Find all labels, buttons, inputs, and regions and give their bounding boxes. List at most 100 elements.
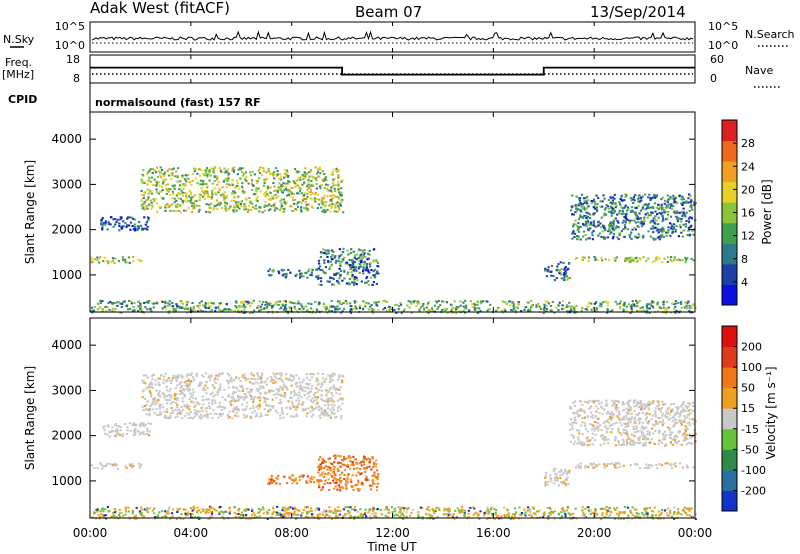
echo-cell bbox=[300, 474, 303, 477]
echo-cell bbox=[226, 208, 229, 211]
echo-cell bbox=[338, 454, 341, 457]
echo-cell bbox=[111, 307, 114, 310]
echo-cell bbox=[297, 176, 300, 179]
echo-cell bbox=[330, 386, 333, 389]
echo-cell bbox=[355, 276, 358, 279]
echo-cell bbox=[512, 305, 515, 308]
echo-cell bbox=[276, 378, 280, 381]
echo-cell bbox=[568, 469, 571, 472]
echo-cell bbox=[508, 300, 512, 303]
echo-cell bbox=[251, 184, 254, 186]
echo-cell bbox=[572, 231, 575, 234]
echo-cell bbox=[675, 406, 678, 409]
echo-cell bbox=[640, 409, 643, 412]
echo-cell bbox=[166, 402, 169, 405]
echo-cell bbox=[617, 417, 620, 420]
echo-cell bbox=[137, 225, 140, 228]
echo-cell bbox=[633, 410, 636, 413]
echo-cell bbox=[579, 441, 582, 444]
echo-cell bbox=[689, 418, 692, 420]
echo-cell bbox=[369, 265, 372, 268]
echo-cell bbox=[233, 205, 236, 208]
echo-cell bbox=[157, 381, 160, 384]
echo-cell bbox=[652, 207, 655, 210]
echo-cell bbox=[141, 207, 144, 210]
echo-cell bbox=[239, 200, 242, 203]
echo-cell bbox=[367, 308, 370, 311]
echo-cell bbox=[577, 218, 581, 221]
echo-cell bbox=[681, 212, 684, 215]
echo-cell bbox=[673, 223, 676, 226]
echo-cell bbox=[312, 399, 316, 402]
echo-cell bbox=[93, 467, 96, 470]
echo-cell bbox=[226, 171, 229, 174]
echo-cell bbox=[182, 393, 185, 396]
echo-cell bbox=[582, 223, 585, 226]
echo-cell bbox=[330, 411, 333, 414]
echo-cell bbox=[166, 389, 169, 392]
echo-cell bbox=[150, 381, 153, 384]
echo-cell bbox=[644, 436, 647, 439]
echo-cell bbox=[554, 468, 557, 471]
echo-cell bbox=[670, 403, 673, 406]
echo-cell bbox=[681, 259, 684, 262]
echo-cell bbox=[299, 178, 302, 181]
echo-cell bbox=[142, 374, 145, 377]
echo-cell bbox=[105, 259, 108, 262]
echo-cell bbox=[202, 388, 205, 391]
echo-cell bbox=[362, 266, 365, 269]
echo-cell bbox=[225, 177, 228, 180]
echo-cell bbox=[565, 478, 568, 481]
echo-cell bbox=[645, 259, 648, 262]
echo-cell bbox=[669, 234, 672, 237]
echo-cell bbox=[329, 462, 332, 465]
echo-cell bbox=[337, 257, 341, 260]
echo-cell bbox=[374, 475, 377, 478]
echo-cell bbox=[668, 203, 671, 206]
echo-cell bbox=[333, 481, 336, 484]
echo-cell bbox=[687, 217, 690, 220]
echo-cell bbox=[293, 186, 296, 189]
echo-cell bbox=[368, 484, 372, 487]
echo-cell bbox=[101, 226, 104, 229]
echo-cell bbox=[146, 183, 149, 186]
echo-cell bbox=[543, 306, 546, 309]
echo-cell bbox=[334, 455, 337, 458]
echo-cell bbox=[154, 397, 157, 399]
echo-cell bbox=[455, 311, 458, 314]
echo-cell bbox=[260, 374, 264, 377]
echo-cell bbox=[142, 181, 145, 184]
echo-cell bbox=[509, 304, 512, 307]
echo-cell bbox=[632, 428, 635, 431]
echo-cell bbox=[681, 407, 685, 410]
echo-cell bbox=[617, 401, 620, 404]
echo-cell bbox=[372, 274, 375, 277]
echo-cell bbox=[90, 259, 93, 262]
echo-cell bbox=[284, 202, 287, 205]
echo-cell bbox=[611, 309, 614, 312]
echo-cell bbox=[271, 311, 274, 314]
echo-cell bbox=[684, 428, 687, 431]
echo-cell bbox=[173, 209, 176, 212]
echo-cell bbox=[192, 379, 195, 382]
echo-cell bbox=[562, 273, 565, 276]
echo-cell bbox=[360, 259, 363, 262]
echo-cell bbox=[629, 261, 632, 264]
echo-cell bbox=[543, 303, 546, 306]
echo-cell bbox=[664, 444, 667, 447]
echo-cell bbox=[279, 399, 282, 401]
echo-cell bbox=[321, 486, 325, 489]
echo-cell bbox=[671, 232, 674, 234]
echo-cell bbox=[265, 403, 268, 406]
echo-cell bbox=[324, 177, 327, 180]
echo-cell bbox=[220, 372, 223, 375]
echo-cell bbox=[206, 416, 209, 419]
echo-cell bbox=[330, 205, 333, 208]
echo-cell bbox=[322, 302, 325, 305]
echo-cell bbox=[337, 260, 340, 263]
echo-cell bbox=[199, 183, 202, 186]
echo-cell bbox=[489, 303, 492, 306]
echo-cell bbox=[590, 415, 593, 418]
echo-cell bbox=[623, 235, 626, 238]
echo-cell bbox=[145, 408, 148, 411]
